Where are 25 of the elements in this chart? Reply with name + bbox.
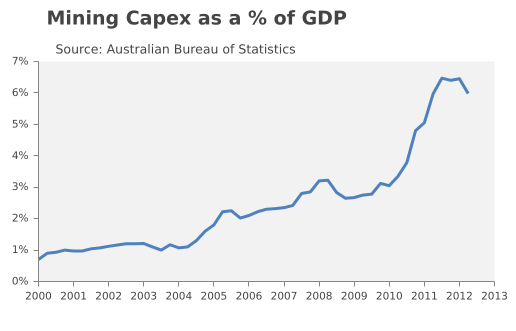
y-tick-label: 5% bbox=[12, 118, 29, 130]
y-tick-label: 6% bbox=[12, 86, 29, 99]
x-tick-label: 2011 bbox=[410, 290, 438, 302]
y-tick-label: 0% bbox=[12, 276, 29, 288]
line-series bbox=[38, 76, 470, 261]
x-tick-label: 2001 bbox=[60, 290, 87, 302]
x-tick-label: 2008 bbox=[306, 290, 332, 302]
x-tick-label: 2013 bbox=[481, 290, 508, 302]
x-tick-label: 2000 bbox=[25, 290, 52, 302]
y-tick-label: 7% bbox=[12, 56, 29, 68]
x-tick-label: 2009 bbox=[340, 290, 368, 302]
y-tick-label: 2% bbox=[12, 212, 29, 225]
chart-title: Mining Capex as a % of GDP bbox=[46, 8, 347, 30]
x-tick-label: 2007 bbox=[270, 290, 298, 302]
chart-subtitle: Source: Australian Bureau of Statistics bbox=[56, 42, 296, 56]
y-tick-label: 3% bbox=[12, 181, 29, 194]
y-tick-label: 1% bbox=[12, 244, 29, 256]
y-tick-label: 4% bbox=[12, 150, 29, 162]
x-tick-label: 2006 bbox=[236, 290, 263, 302]
x-tick-label: 2010 bbox=[376, 290, 403, 302]
x-tick-label: 2003 bbox=[130, 290, 158, 302]
x-tick-label: 2012 bbox=[446, 290, 473, 302]
x-tick-label: 2005 bbox=[200, 290, 228, 302]
x-tick-label: 2004 bbox=[165, 290, 192, 302]
x-tick-label: 2002 bbox=[95, 290, 122, 302]
